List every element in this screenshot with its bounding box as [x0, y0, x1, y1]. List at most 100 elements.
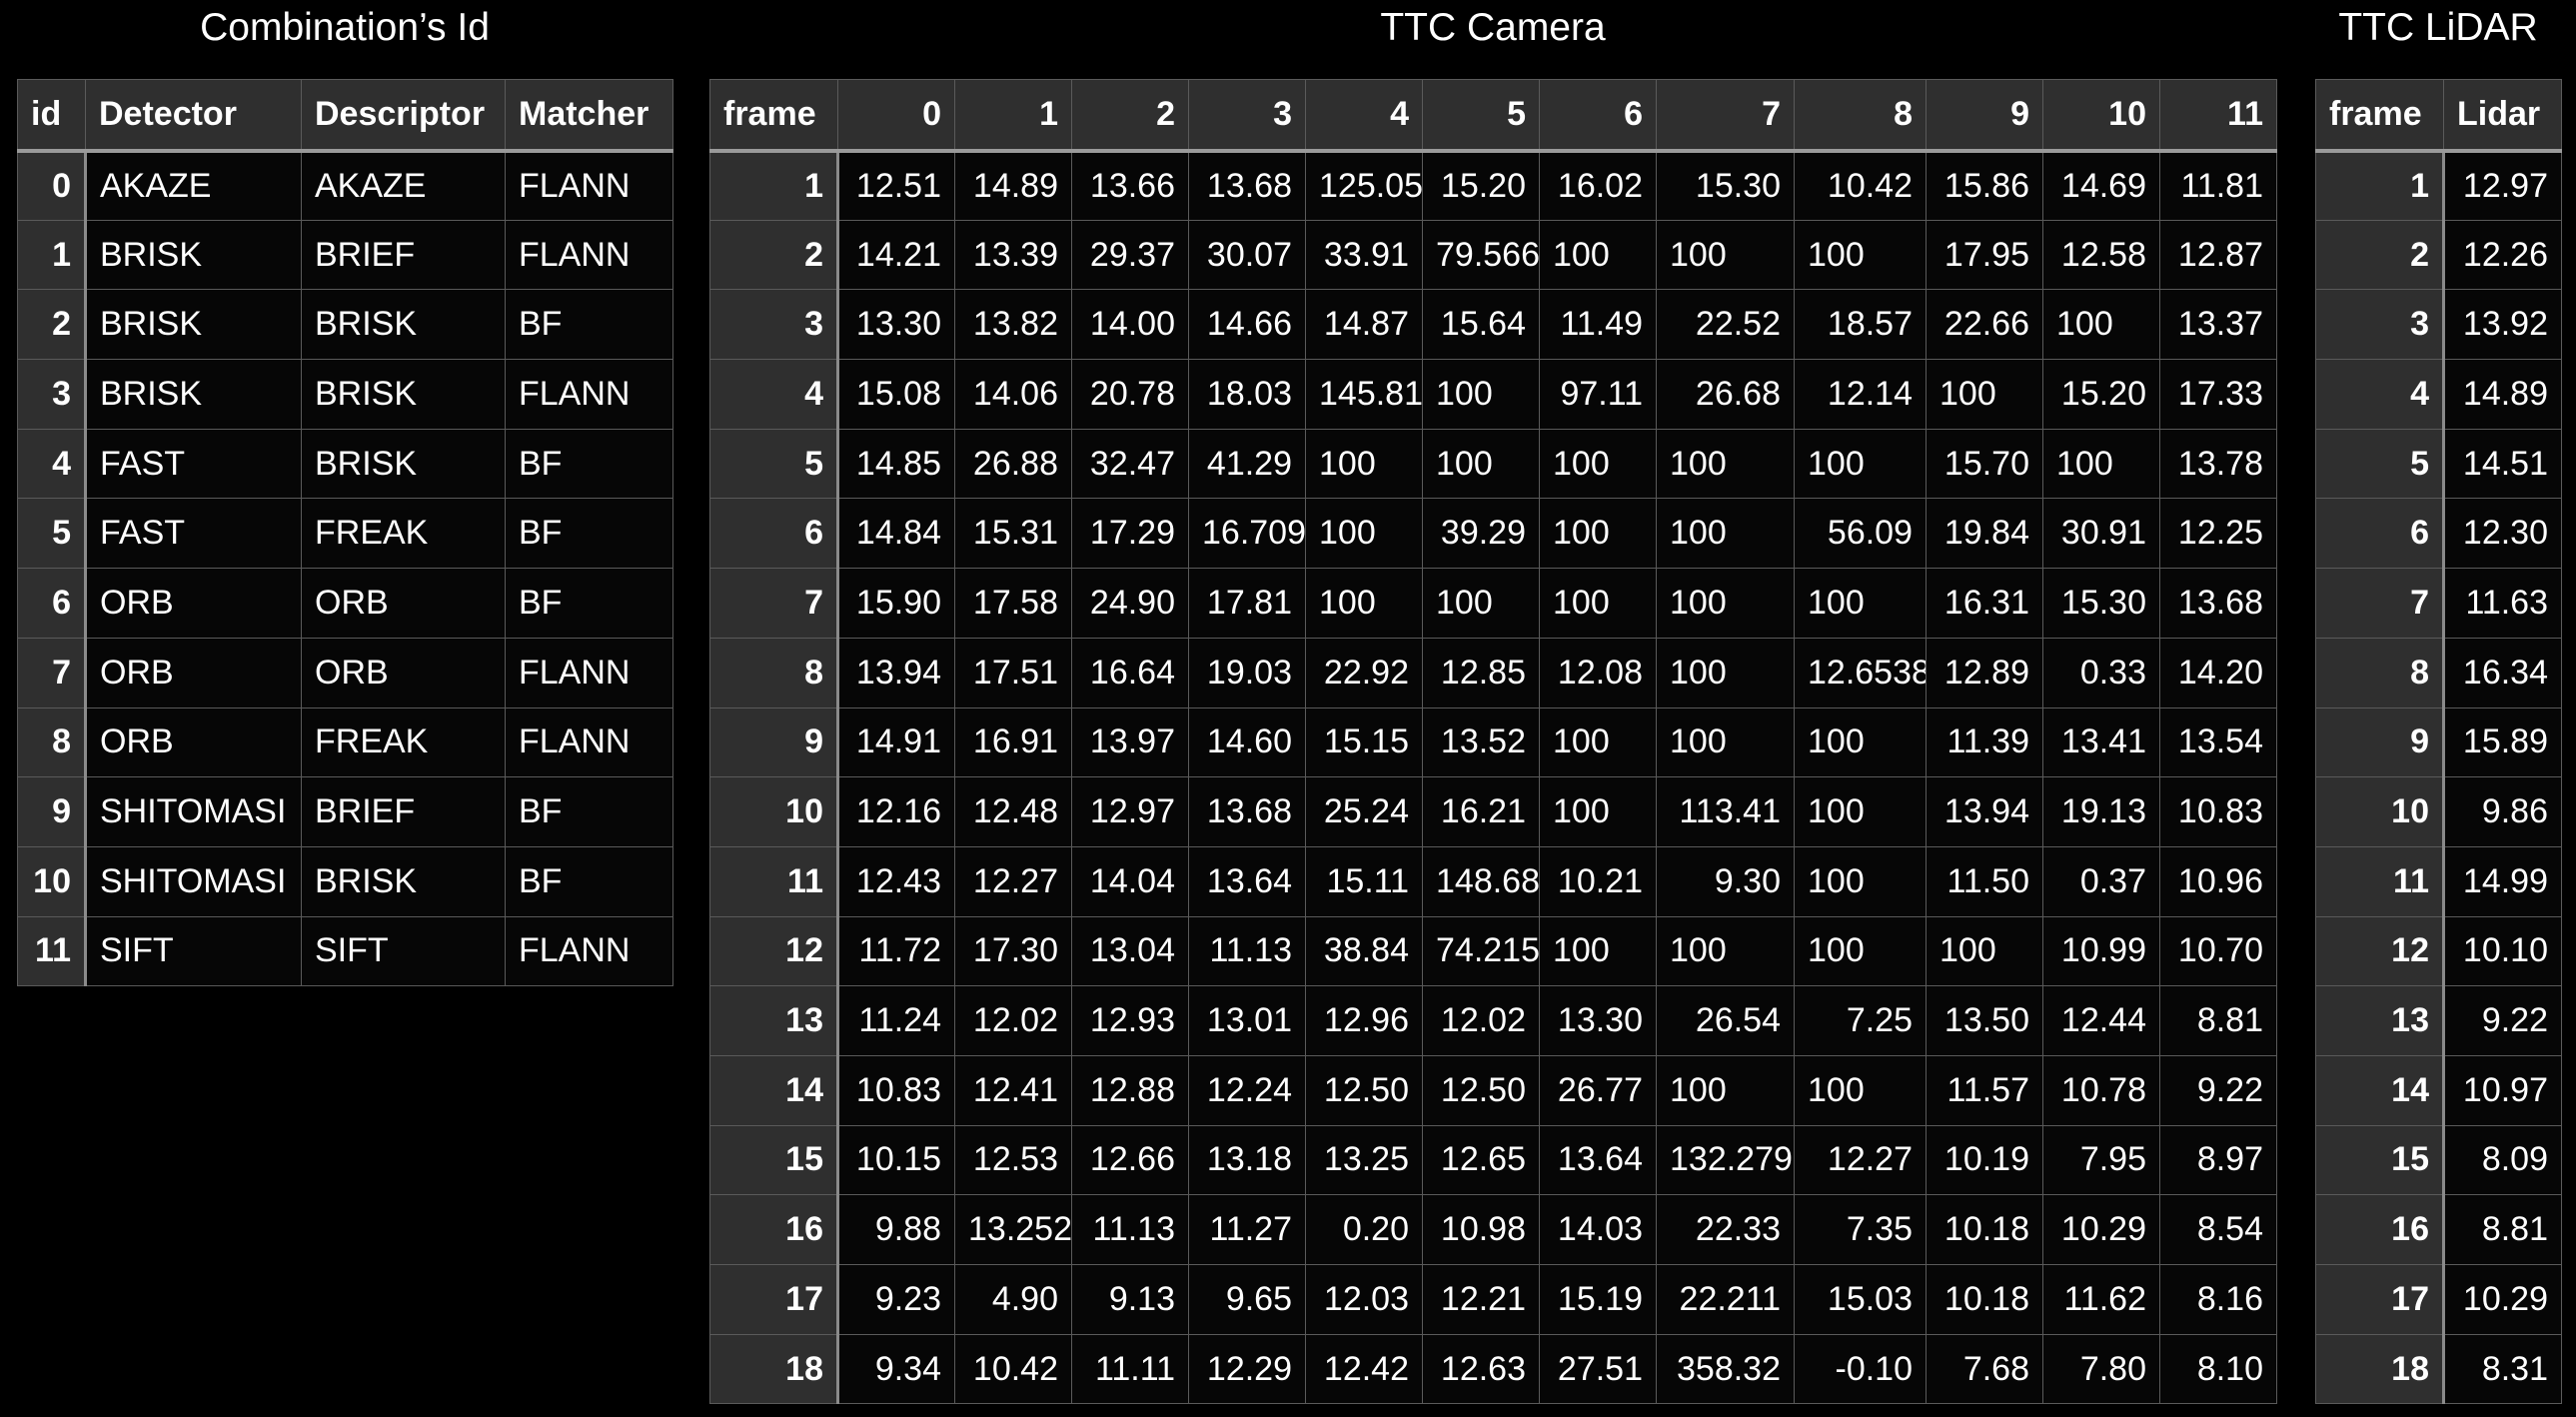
camera-row-index: 13: [709, 985, 839, 1056]
camera-cell: 14.60: [1188, 707, 1306, 778]
camera-cell: 10.29: [2042, 1194, 2160, 1265]
combination-row-index: 11: [17, 915, 87, 987]
combination-cell: ORB: [301, 568, 506, 639]
camera-cell: 100: [1656, 637, 1795, 708]
combination-cell: FAST: [85, 498, 302, 570]
combination-row: 5 FAST FREAK BF: [17, 498, 673, 570]
combination-row: 4 FAST BRISK BF: [17, 428, 673, 500]
camera-cell: 14.91: [837, 707, 955, 778]
lidar-row: 13 9.22: [2315, 985, 2562, 1056]
camera-row-index: 11: [709, 845, 839, 917]
camera-cell: 100: [1926, 915, 2043, 987]
lidar-cell: 12.26: [2443, 219, 2562, 291]
camera-cell: 10.83: [837, 1054, 955, 1126]
combination-header-cell: Matcher: [505, 79, 673, 153]
camera-cell: 17.95: [1926, 219, 2043, 291]
camera-cell: 13.18: [1188, 1124, 1306, 1196]
camera-header-cell: 3: [1188, 79, 1306, 153]
camera-cell: 9.23: [837, 1264, 955, 1335]
combination-header-cell: id: [17, 79, 86, 153]
camera-cell: 32.47: [1071, 428, 1189, 500]
camera-cell: 22.33: [1656, 1194, 1795, 1265]
camera-cell: 11.72: [837, 915, 955, 987]
camera-row-index: 10: [709, 776, 839, 847]
camera-cell: 11.62: [2042, 1264, 2160, 1335]
camera-cell: 15.30: [1656, 150, 1795, 221]
camera-row-index: 1: [709, 150, 839, 221]
camera-cell: 13.50: [1926, 985, 2043, 1056]
camera-cell: 100: [1539, 428, 1657, 500]
camera-cell: 13.68: [1188, 150, 1306, 221]
lidar-row: 8 16.34: [2315, 637, 2562, 708]
lidar-row-index: 15: [2315, 1124, 2445, 1196]
lidar-cell: 15.89: [2443, 707, 2562, 778]
camera-cell: 18.03: [1188, 359, 1306, 430]
lidar-row: 1 12.97: [2315, 150, 2562, 221]
camera-row: 6 14.84 15.31 17.29 16.709 100 39.29 100 100 56.0…: [709, 498, 2277, 570]
camera-cell: 100: [1926, 359, 2043, 430]
lidar-header-cell: frame: [2315, 79, 2444, 153]
camera-header-cell: 9: [1926, 79, 2043, 153]
camera-cell: 11.49: [1539, 289, 1657, 361]
camera-row: 1 12.51 14.89 13.66 13.68 125.05 15.20 16.02 15.…: [709, 150, 2277, 221]
camera-header-cell: 8: [1794, 79, 1927, 153]
camera-cell: 12.16: [837, 776, 955, 847]
lidar-row-index: 7: [2315, 568, 2445, 639]
combination-row-index: 2: [17, 289, 87, 361]
camera-cell: 13.41: [2042, 707, 2160, 778]
camera-cell: 100: [1539, 915, 1657, 987]
camera-cell: 16.709: [1188, 498, 1306, 570]
camera-cell: 13.64: [1188, 845, 1306, 917]
camera-row-index: 3: [709, 289, 839, 361]
camera-cell: 12.6538: [1794, 637, 1927, 708]
lidar-row-index: 5: [2315, 428, 2445, 500]
camera-cell: 16.31: [1926, 568, 2043, 639]
lidar-cell: 9.86: [2443, 776, 2562, 847]
camera-cell: 12.53: [954, 1124, 1072, 1196]
camera-cell: 7.68: [1926, 1333, 2043, 1405]
camera-cell: 13.52: [1422, 707, 1540, 778]
lidar-row-index: 12: [2315, 915, 2445, 987]
camera-header-cell: 4: [1305, 79, 1423, 153]
camera-cell: 14.21: [837, 219, 955, 291]
camera-cell: 38.84: [1305, 915, 1423, 987]
lidar-cell: 13.92: [2443, 289, 2562, 361]
camera-cell: 100: [1794, 568, 1927, 639]
camera-cell: 100: [2042, 428, 2160, 500]
camera-cell: 8.81: [2159, 985, 2277, 1056]
camera-cell: 0.20: [1305, 1194, 1423, 1265]
combination-cell: BRISK: [301, 845, 506, 917]
camera-row: 2 14.21 13.39 29.37 30.07 33.91 79.566 100 100 10…: [709, 219, 2277, 291]
camera-cell: 26.54: [1656, 985, 1795, 1056]
combination-cell: FLANN: [505, 637, 673, 708]
lidar-row: 12 10.10: [2315, 915, 2562, 987]
camera-cell: 15.31: [954, 498, 1072, 570]
camera-cell: 13.78: [2159, 428, 2277, 500]
combination-header-cell: Descriptor: [301, 79, 506, 153]
combination-cell: BRISK: [85, 219, 302, 291]
camera-cell: 13.04: [1071, 915, 1189, 987]
camera-cell: 26.77: [1539, 1054, 1657, 1126]
combination-row: 1 BRISK BRIEF FLANN: [17, 219, 673, 291]
camera-cell: 12.87: [2159, 219, 2277, 291]
combination-cell: FAST: [85, 428, 302, 500]
camera-row: 12 11.72 17.30 13.04 11.13 38.84 74.215 100 100 1…: [709, 915, 2277, 987]
camera-cell: 12.41: [954, 1054, 1072, 1126]
combination-row-index: 10: [17, 845, 87, 917]
camera-cell: 100: [1656, 707, 1795, 778]
camera-row-index: 15: [709, 1124, 839, 1196]
camera-row: 13 11.24 12.02 12.93 13.01 12.96 12.02 13.30 26.…: [709, 985, 2277, 1056]
camera-cell: 4.90: [954, 1264, 1072, 1335]
camera-cell: 100: [1656, 915, 1795, 987]
camera-cell: 100: [1422, 568, 1540, 639]
combination-cell: BF: [505, 776, 673, 847]
lidar-row-index: 9: [2315, 707, 2445, 778]
camera-cell: 100: [1656, 428, 1795, 500]
camera-title: TTC Camera: [1380, 6, 1606, 49]
camera-cell: 14.04: [1071, 845, 1189, 917]
camera-cell: 13.68: [2159, 568, 2277, 639]
combination-cell: BRISK: [85, 359, 302, 430]
camera-header-cell: 7: [1656, 79, 1795, 153]
lidar-row-index: 10: [2315, 776, 2445, 847]
camera-cell: 17.29: [1071, 498, 1189, 570]
